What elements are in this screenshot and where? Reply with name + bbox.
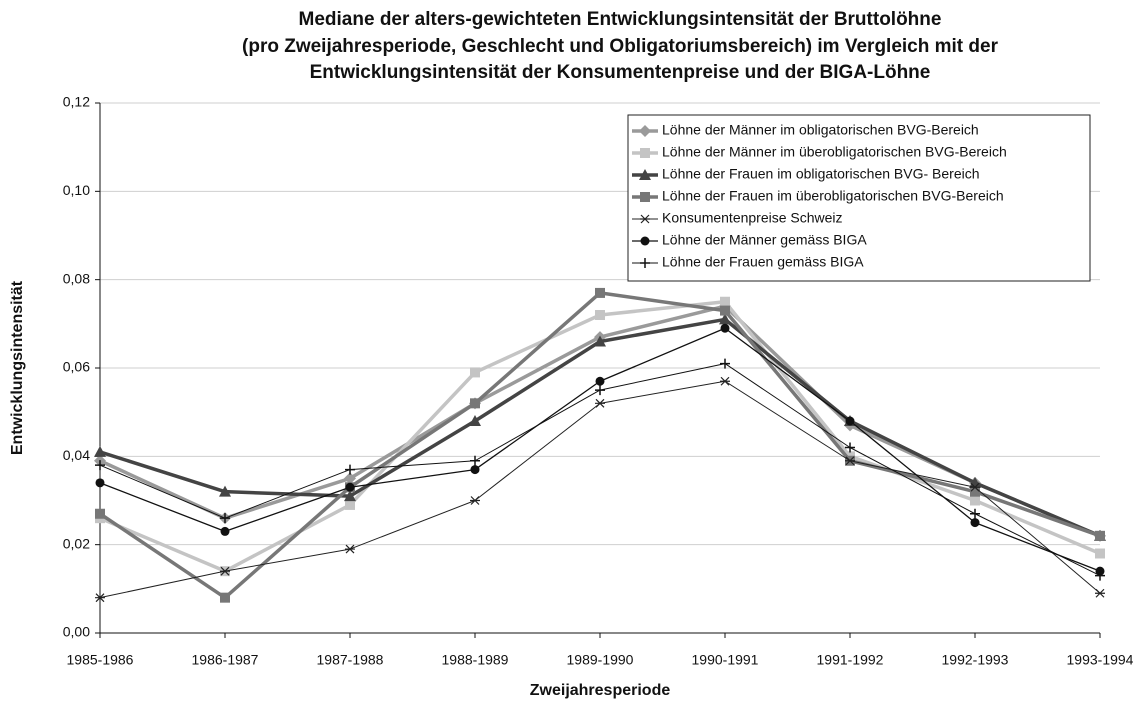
data-point — [470, 465, 480, 475]
data-point — [345, 464, 355, 475]
data-point — [970, 495, 980, 506]
data-point — [720, 358, 730, 369]
x-tick-label: 1987-1988 — [317, 652, 384, 668]
data-point — [1095, 588, 1105, 598]
data-point — [220, 592, 230, 603]
legend-label: Löhne der Männer gemäss BIGA — [662, 232, 867, 248]
series-line — [99, 327, 1101, 572]
data-point — [220, 513, 230, 524]
y-tick-label: 0,12 — [63, 94, 90, 110]
data-point — [595, 376, 605, 386]
data-point — [970, 518, 980, 528]
data-point — [720, 376, 730, 386]
legend: Löhne der Männer im obligatorischen BVG-… — [627, 114, 1091, 282]
y-tick-label: 0,04 — [63, 447, 90, 463]
x-tick-label: 1990-1991 — [692, 652, 759, 668]
y-axis-title: Entwicklungsintensität — [9, 280, 26, 455]
data-point — [470, 455, 480, 466]
chart-title: Mediane der alters-gewichteten Entwicklu… — [299, 9, 942, 30]
legend-label: Löhne der Frauen gemäss BIGA — [662, 254, 864, 270]
chart-title: Entwicklungsintensität der Konsumentenpr… — [310, 62, 931, 83]
data-point — [94, 445, 106, 457]
data-point — [220, 566, 230, 576]
data-point — [595, 398, 605, 408]
data-point — [470, 496, 480, 505]
series — [94, 313, 1106, 541]
data-point — [1095, 530, 1105, 541]
data-point — [845, 442, 855, 453]
data-point — [720, 305, 730, 316]
x-tick-label: 1988-1989 — [442, 652, 509, 668]
chart-title: (pro Zweijahresperiode, Geschlecht und O… — [242, 36, 999, 57]
x-tick-label: 1985-1986 — [67, 652, 134, 668]
legend-marker — [639, 125, 651, 137]
legend-box — [627, 114, 1091, 282]
data-point — [845, 456, 855, 466]
data-point — [95, 508, 105, 519]
x-tick-label: 1992-1993 — [942, 652, 1009, 668]
legend-marker — [640, 214, 650, 224]
data-point — [95, 593, 105, 603]
data-point — [219, 485, 231, 497]
data-point — [95, 478, 105, 488]
series — [95, 323, 1105, 576]
legend-label: Löhne der Frauen im überobligatorischen … — [662, 188, 1004, 204]
data-point — [970, 508, 980, 519]
series-line — [99, 380, 1101, 599]
x-tick-label: 1986-1987 — [192, 652, 259, 668]
y-tick-label: 0,02 — [63, 535, 90, 551]
series — [95, 376, 1105, 603]
data-point — [95, 460, 105, 471]
y-tick-label: 0,06 — [63, 359, 90, 375]
data-point — [345, 499, 355, 510]
data-point — [970, 482, 980, 492]
data-point — [720, 323, 730, 333]
data-point — [220, 526, 230, 536]
data-point — [469, 415, 481, 426]
y-tick-label: 0,10 — [63, 182, 90, 198]
legend-marker — [640, 258, 650, 268]
data-point — [1095, 570, 1105, 581]
data-point — [594, 335, 606, 347]
legend-marker — [639, 169, 651, 180]
x-tick-label: 1989-1990 — [567, 652, 634, 668]
x-tick-label: 1993-1994 — [1067, 652, 1134, 668]
data-point — [595, 385, 605, 396]
data-point — [470, 398, 480, 409]
data-point — [1095, 548, 1105, 559]
data-point — [344, 472, 356, 485]
data-point — [845, 416, 855, 426]
y-tick-label: 0,00 — [63, 624, 90, 640]
x-tick-label: 1991-1992 — [817, 652, 884, 668]
legend-label: Löhne der Frauen im obligatorischen BVG-… — [662, 166, 980, 182]
legend-label: Löhne der Männer im obligatorischen BVG-… — [662, 122, 979, 138]
data-point — [970, 486, 980, 497]
series — [95, 358, 1105, 581]
legend-marker — [640, 236, 650, 246]
legend-marker — [640, 148, 650, 158]
data-point — [345, 544, 355, 554]
data-point — [345, 482, 355, 492]
legend-marker — [640, 192, 650, 202]
x-axis-title: Zweijahresperiode — [530, 682, 671, 699]
series-line — [99, 317, 1101, 538]
data-point — [719, 313, 731, 325]
data-point — [720, 296, 730, 307]
data-point — [595, 310, 605, 320]
data-point — [595, 287, 605, 298]
legend-label: Konsumentenpreise Schweiz — [662, 210, 843, 226]
data-point — [470, 367, 480, 378]
data-point — [344, 490, 356, 502]
legend-label: Löhne der Männer im überobligatorischen … — [662, 144, 1007, 160]
y-tick-label: 0,08 — [63, 270, 90, 286]
